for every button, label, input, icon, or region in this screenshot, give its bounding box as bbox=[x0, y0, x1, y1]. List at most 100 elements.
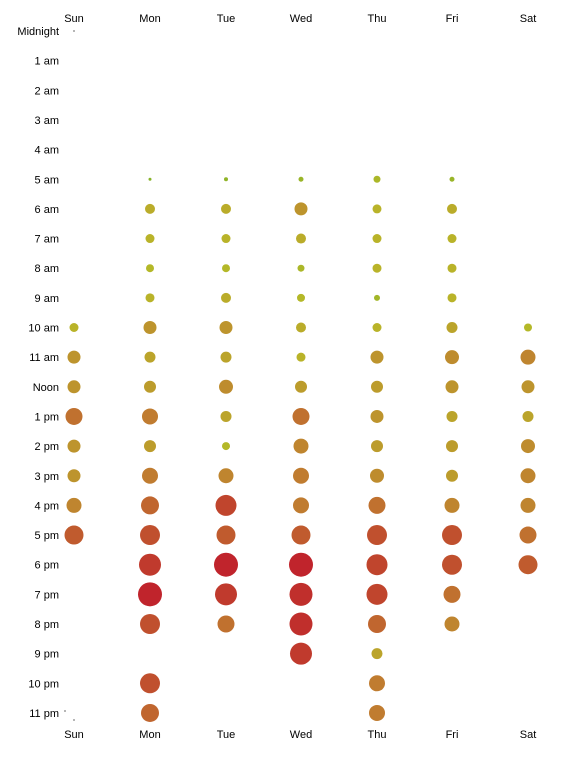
punch-dot bbox=[224, 177, 228, 182]
day-label-top: Sun bbox=[64, 13, 84, 25]
hour-labels: Midnight 1 am 2 am 3 am 4 am 5 am 6 am 7 am 8 am… bbox=[17, 26, 59, 720]
punch-dot bbox=[293, 438, 309, 454]
day-label-bottom: Wed bbox=[290, 729, 312, 741]
punch-dot bbox=[296, 352, 306, 362]
axis-corner-mark bbox=[73, 30, 75, 32]
punch-dot bbox=[372, 234, 382, 244]
punch-dot bbox=[218, 468, 234, 484]
punch-dot bbox=[67, 380, 81, 394]
day-label-bottom: Thu bbox=[368, 729, 387, 741]
punch-dot bbox=[524, 323, 532, 332]
punch-dot bbox=[518, 555, 538, 575]
punch-dot bbox=[144, 380, 156, 393]
hour-label: 1 am bbox=[35, 56, 59, 68]
punch-dot bbox=[445, 380, 459, 394]
hour-label: 5 am bbox=[35, 174, 59, 186]
bottom-day-labels: Sun Mon Tue Wed Thu Fri Sat bbox=[64, 729, 536, 741]
punch-dot bbox=[521, 439, 535, 454]
punch-dot bbox=[138, 582, 162, 607]
punch-dot bbox=[298, 176, 304, 182]
punch-dot bbox=[69, 323, 79, 332]
hour-label: 6 pm bbox=[35, 560, 59, 572]
hour-label: 7 am bbox=[35, 234, 59, 246]
hour-label: 8 am bbox=[35, 263, 59, 275]
day-label-bottom: Sat bbox=[520, 729, 537, 741]
day-label-top: Tue bbox=[217, 13, 236, 25]
punch-dot bbox=[444, 497, 460, 513]
punch-dot bbox=[297, 264, 305, 272]
punch-dot bbox=[366, 583, 388, 605]
punch-dot bbox=[221, 234, 231, 244]
punch-dot bbox=[442, 525, 462, 546]
punch-dot bbox=[67, 469, 81, 483]
punch-dot bbox=[214, 552, 238, 577]
punch-dot bbox=[140, 673, 160, 694]
punch-dot bbox=[221, 292, 231, 303]
punch-dot bbox=[443, 585, 461, 603]
punch-dot bbox=[447, 293, 457, 303]
punch-dot bbox=[67, 439, 81, 453]
hour-label: 3 am bbox=[35, 115, 59, 127]
punch-dot bbox=[367, 525, 387, 546]
punch-dot bbox=[374, 294, 380, 301]
punch-dot bbox=[522, 410, 534, 422]
hour-label: 6 am bbox=[35, 204, 59, 216]
hour-label: 4 am bbox=[35, 145, 59, 157]
punch-dot bbox=[519, 526, 537, 544]
punch-dot bbox=[370, 350, 384, 364]
punch-dot bbox=[141, 703, 159, 722]
day-label-bottom: Tue bbox=[217, 729, 236, 741]
punch-dot bbox=[65, 407, 83, 425]
punch-dot bbox=[66, 497, 82, 513]
hour-label: Noon bbox=[33, 382, 59, 394]
punch-dot bbox=[442, 554, 462, 575]
day-label-bottom: Fri bbox=[446, 729, 459, 741]
punch-dot bbox=[369, 704, 385, 721]
punch-dot bbox=[222, 264, 230, 273]
day-label-top: Sat bbox=[520, 13, 537, 25]
punch-dot bbox=[296, 233, 306, 244]
punch-dot bbox=[216, 525, 236, 545]
punch-dot bbox=[141, 496, 159, 515]
punch-dot bbox=[371, 380, 383, 393]
punch-dot bbox=[446, 469, 458, 482]
punch-dot bbox=[373, 175, 381, 183]
punch-dot bbox=[370, 409, 384, 423]
punch-dot bbox=[142, 408, 158, 425]
punch-dot bbox=[219, 379, 233, 394]
punch-dot bbox=[371, 648, 383, 660]
day-label-top: Thu bbox=[368, 13, 387, 25]
punch-dot bbox=[371, 440, 383, 453]
punch-dot bbox=[144, 351, 156, 363]
punch-dot bbox=[67, 350, 81, 364]
hour-label: 2 pm bbox=[35, 441, 59, 453]
axis-corner-mark bbox=[73, 719, 75, 721]
punch-dot bbox=[289, 582, 313, 606]
punch-dot bbox=[520, 468, 536, 484]
punch-dot bbox=[293, 497, 309, 514]
punch-dot bbox=[368, 496, 386, 514]
punch-dot bbox=[446, 410, 458, 422]
punch-dot bbox=[148, 177, 152, 181]
hour-label: 1 pm bbox=[35, 411, 59, 423]
punch-dot bbox=[142, 467, 158, 484]
punch-dot bbox=[143, 321, 157, 334]
hour-label: 2 am bbox=[35, 85, 59, 97]
punch-dot bbox=[447, 203, 457, 214]
punch-dot bbox=[293, 467, 309, 484]
hour-label: 4 pm bbox=[35, 500, 59, 512]
day-label-bottom: Mon bbox=[139, 729, 160, 741]
axis-corner-mark bbox=[64, 710, 66, 712]
day-label-bottom: Sun bbox=[64, 729, 84, 741]
punch-dot bbox=[372, 204, 382, 214]
punch-dot bbox=[144, 440, 156, 453]
day-label-top: Wed bbox=[290, 13, 312, 25]
top-day-labels: Sun Mon Tue Wed Thu Fri Sat bbox=[64, 13, 536, 25]
punch-dot bbox=[369, 675, 385, 692]
punch-dot bbox=[220, 351, 232, 363]
punch-dot bbox=[221, 203, 231, 214]
punch-dot bbox=[290, 642, 312, 665]
punch-dot bbox=[296, 322, 306, 333]
punch-dot bbox=[140, 525, 160, 546]
punch-dot bbox=[145, 203, 155, 214]
